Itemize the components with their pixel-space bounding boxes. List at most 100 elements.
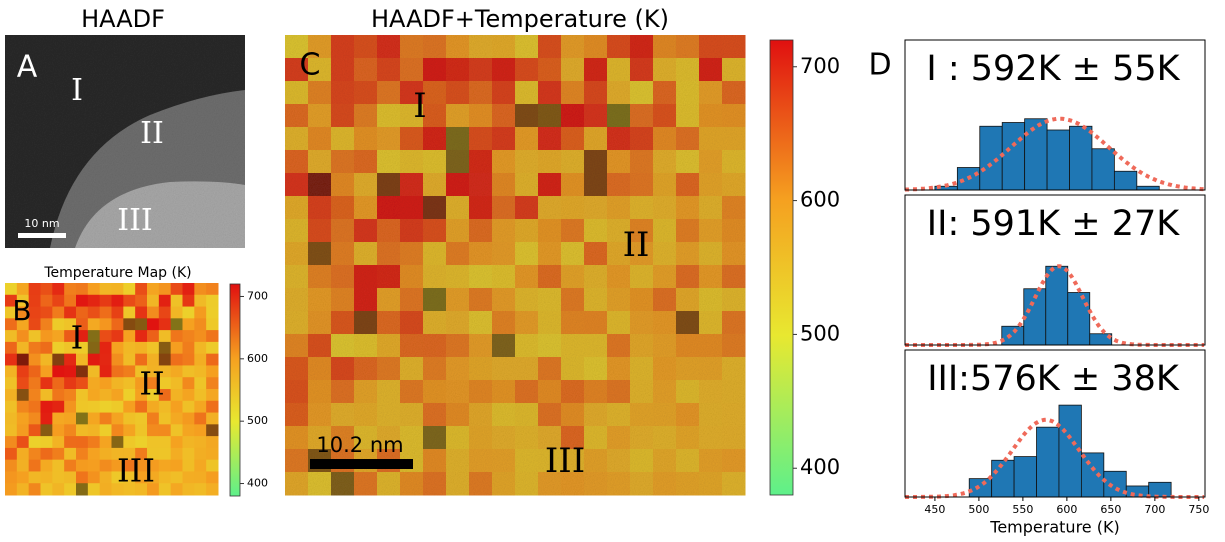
map-pixel [584,472,608,496]
map-pixel [123,283,136,296]
map-pixel [28,283,41,296]
map-pixel [423,219,447,243]
map-pixel [52,294,65,308]
map-pixel [206,389,219,402]
map-pixel [170,424,183,437]
map-pixel [699,334,723,358]
map-pixel [40,341,53,355]
map-pixel [469,357,493,381]
map-pixel [584,265,608,289]
bar [1024,118,1048,191]
map-pixel [64,483,77,496]
map-pixel [5,389,18,402]
map-pixel [170,400,183,414]
map-pixel [52,389,65,402]
map-pixel [285,196,309,220]
map-pixel [40,377,53,390]
map-pixel [5,483,18,496]
map-pixel [607,288,631,312]
map-pixel [182,365,195,378]
map-pixel [653,81,677,105]
map-pixel [630,35,654,59]
map-pixel [308,357,332,381]
map-pixel [99,353,112,366]
map-pixel [64,353,77,366]
map-pixel [194,294,207,308]
map-pixel [135,294,148,308]
map-pixel [423,265,447,289]
map-pixel [99,341,112,355]
map-pixel [469,334,493,358]
map-pixel [5,400,18,414]
map-pixel [99,459,112,472]
map-pixel [182,471,195,484]
map-pixel [676,426,700,450]
map-pixel [135,459,148,472]
map-pixel [308,196,332,220]
map-pixel [722,150,746,174]
map-pixel [538,242,562,266]
map-pixel [354,403,378,427]
map-pixel [87,389,101,402]
map-pixel [446,265,470,289]
map-pixel [158,377,172,390]
map-pixel [607,173,631,197]
map-pixel [40,365,53,378]
map-pixel [16,447,30,461]
map-pixel [722,242,746,266]
map-pixel [135,483,148,496]
map-pixel [111,471,124,484]
map-pixel [5,459,18,472]
map-pixel [111,412,124,425]
map-pixel [28,424,41,437]
map-pixel [584,288,608,312]
map-pixel [515,81,539,105]
map-pixel [87,436,101,449]
map-pixel [722,403,746,427]
map-pixel [561,150,585,174]
bar [1001,325,1025,346]
map-pixel [182,424,195,437]
map-pixel [76,365,89,378]
map-pixel [285,58,309,82]
map-pixel [64,424,77,437]
map-pixel [584,242,608,266]
map-pixel [147,436,160,449]
map-pixel [331,311,355,335]
map-pixel [308,219,332,243]
map-pixel [194,459,207,472]
map-pixel [206,424,219,437]
map-pixel [538,150,562,174]
map-pixel [400,104,424,128]
map-pixel [584,403,608,427]
map-pixel [492,265,516,289]
map-pixel [28,341,41,355]
map-pixel [40,353,53,366]
map-pixel [469,242,493,266]
map-pixel [182,459,195,472]
map-pixel [607,35,631,59]
map-pixel [158,318,172,331]
map-pixel [561,334,585,358]
map-pixel [206,330,219,343]
map-pixel [584,127,608,151]
bar [979,125,1003,191]
map-pixel [469,472,493,496]
map-pixel [331,288,355,312]
map-pixel [446,58,470,82]
map-pixel [492,173,516,197]
map-pixel [607,403,631,427]
map-pixel [331,426,355,450]
map-pixel [377,35,401,59]
map-pixel [469,81,493,105]
map-pixel [5,318,18,331]
map-pixel [40,294,53,308]
map-pixel [135,400,148,414]
map-pixel [400,242,424,266]
map-pixel [28,377,41,390]
panel-letter: B [12,294,31,327]
map-pixel [308,104,332,128]
region-label: II [139,365,164,403]
map-pixel [423,357,447,381]
panel-letter: D [868,48,891,83]
